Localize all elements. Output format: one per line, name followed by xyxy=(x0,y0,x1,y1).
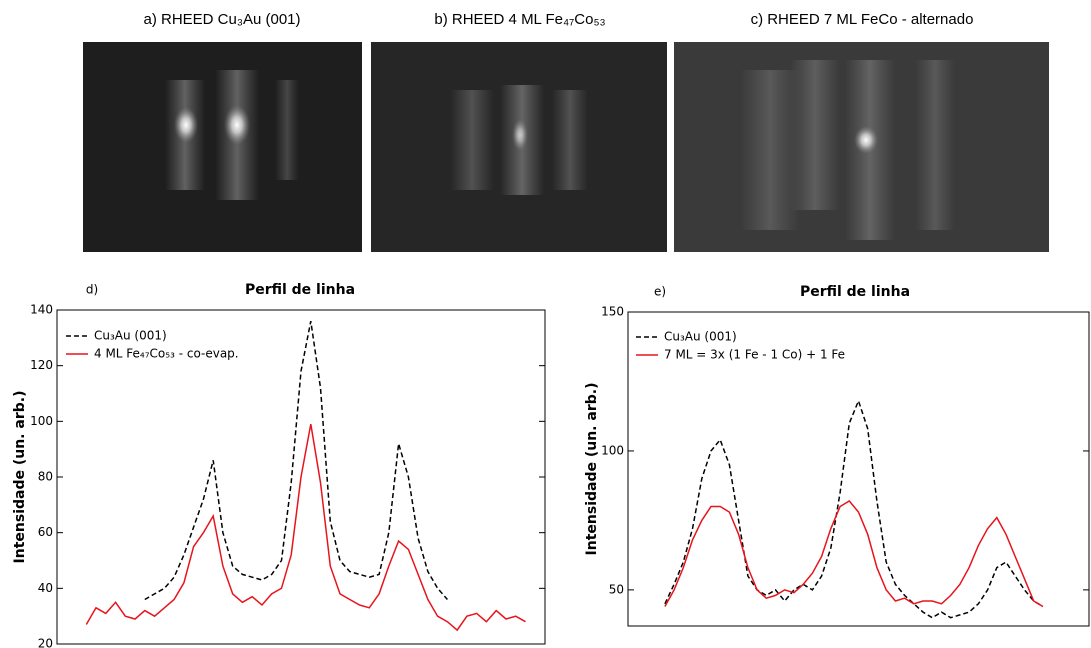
chart-title: Perfil de linha xyxy=(800,284,910,300)
panel-label: d) xyxy=(86,283,98,297)
series-line xyxy=(85,423,526,632)
legend-label: 7 ML = 3x (1 Fe - 1 Co) + 1 Fe xyxy=(664,348,845,362)
series-line xyxy=(664,500,1044,608)
y-axis-label: Intensidade (un. arb.) xyxy=(12,391,28,564)
y-tick-label: 50 xyxy=(609,582,624,596)
y-tick-label: 100 xyxy=(30,414,53,428)
series-line xyxy=(664,398,1044,619)
y-tick-label: 80 xyxy=(38,470,53,484)
y-tick-label: 20 xyxy=(38,637,53,648)
legend-label: Cu₃Au (001) xyxy=(94,329,167,343)
y-axis-label: Intensidade (un. arb.) xyxy=(584,383,600,556)
image-caption: b) RHEED 4 ML Fe₄₇Co₅₃ xyxy=(434,11,605,28)
image-caption: c) RHEED 7 ML FeCo - alternado xyxy=(751,11,974,28)
legend-label: 4 ML Fe₄₇Co₅₃ - co-evap. xyxy=(94,347,239,361)
series-line xyxy=(144,320,448,601)
chart-title: Perfil de linha xyxy=(245,282,355,298)
panel-label: e) xyxy=(654,285,666,299)
plot-frame xyxy=(627,311,1090,627)
rheed-image-b xyxy=(371,42,667,252)
y-tick-label: 120 xyxy=(30,358,53,372)
y-tick-label: 60 xyxy=(38,525,53,539)
rheed-image-c xyxy=(674,42,1049,252)
y-tick-label: 100 xyxy=(601,443,624,457)
y-tick-label: 140 xyxy=(30,303,53,317)
y-tick-label: 40 xyxy=(38,581,53,595)
y-tick-label: 150 xyxy=(601,305,624,319)
rheed-image-a xyxy=(83,42,362,252)
legend-label: Cu₃Au (001) xyxy=(664,330,737,344)
image-caption: a) RHEED Cu₃Au (001) xyxy=(144,11,301,28)
